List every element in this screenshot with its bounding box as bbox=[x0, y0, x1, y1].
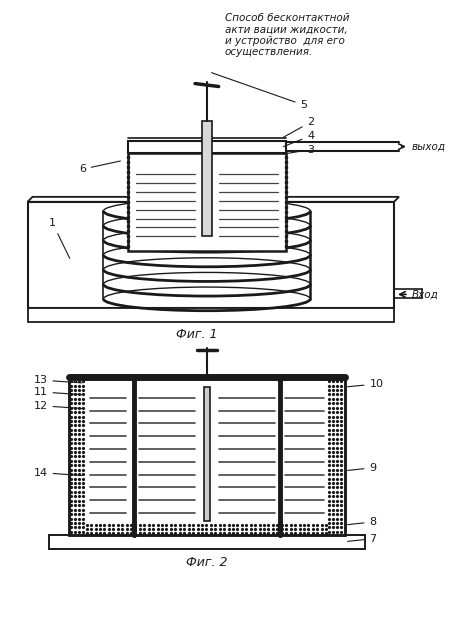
Text: Вход: Вход bbox=[411, 289, 437, 300]
Text: Способ бесконтактной
акти вации жидкости,
и устройство  для его
осуществления.: Способ бесконтактной акти вации жидкости… bbox=[224, 13, 348, 58]
Text: выход: выход bbox=[411, 141, 445, 152]
Bar bbox=[69, 377, 344, 535]
Bar bbox=[202, 121, 212, 236]
Bar bbox=[69, 377, 344, 535]
Text: 8: 8 bbox=[347, 517, 376, 527]
Bar bbox=[203, 387, 209, 521]
Text: 2: 2 bbox=[283, 117, 314, 138]
Text: 10: 10 bbox=[347, 379, 382, 389]
Bar bbox=[28, 308, 393, 322]
Text: 7: 7 bbox=[347, 534, 376, 543]
Bar bbox=[128, 152, 285, 251]
Bar bbox=[279, 382, 328, 521]
Text: 13: 13 bbox=[33, 375, 82, 385]
Text: 6: 6 bbox=[78, 161, 120, 174]
Bar bbox=[128, 141, 285, 152]
Text: 9: 9 bbox=[347, 463, 376, 473]
Text: 14: 14 bbox=[33, 468, 82, 477]
Bar bbox=[49, 535, 364, 548]
Polygon shape bbox=[28, 197, 398, 202]
Text: Фиг. 1: Фиг. 1 bbox=[176, 328, 217, 341]
Bar bbox=[84, 382, 133, 521]
Text: 12: 12 bbox=[33, 401, 82, 411]
Text: 4: 4 bbox=[283, 131, 314, 147]
Bar bbox=[133, 382, 279, 521]
Text: 5: 5 bbox=[211, 73, 307, 110]
Text: 3: 3 bbox=[283, 145, 314, 154]
Text: 11: 11 bbox=[33, 387, 82, 397]
Text: 1: 1 bbox=[49, 218, 69, 259]
Text: Фиг. 2: Фиг. 2 bbox=[186, 556, 227, 570]
